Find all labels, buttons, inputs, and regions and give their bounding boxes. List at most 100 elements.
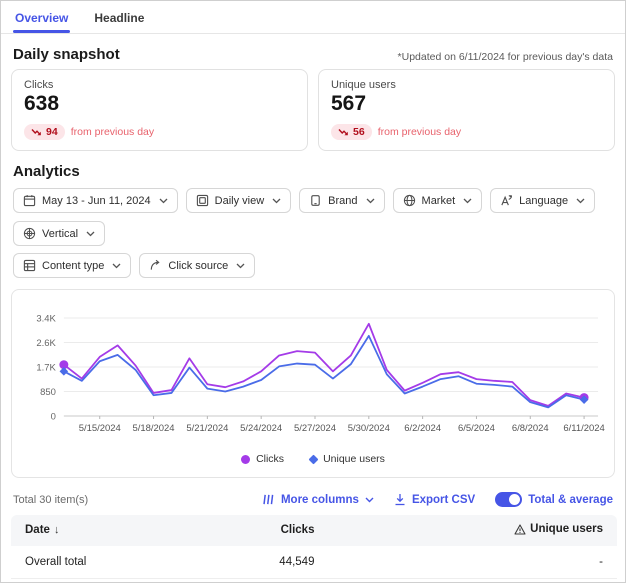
content-type-label: Content type (42, 260, 104, 272)
date-range-label: May 13 - Jun 11, 2024 (42, 195, 151, 207)
unique-users-delta-value: 56 (353, 126, 365, 138)
clicks-delta-suffix: from previous day (71, 126, 154, 138)
clicks-card-value: 638 (24, 92, 295, 116)
svg-text:3.4K: 3.4K (36, 313, 56, 324)
analytics-header: Analytics (1, 151, 625, 184)
svg-text:6/2/2024: 6/2/2024 (404, 423, 441, 434)
view-granularity-filter[interactable]: Daily view (186, 188, 292, 213)
content-type-icon (23, 259, 36, 272)
chevron-down-icon (366, 198, 375, 204)
total-items-text: Total 30 item(s) (13, 494, 88, 506)
market-icon (403, 194, 416, 207)
unique-users-card: Unique users 567 56 from previous day (318, 69, 615, 151)
calendar-icon (23, 194, 36, 207)
daily-view-label: Daily view (215, 195, 265, 207)
chevron-down-icon (86, 231, 95, 237)
unique-users-delta-badge: 56 (331, 124, 372, 140)
tab-headline[interactable]: Headline (94, 11, 144, 33)
chevron-down-icon (236, 263, 245, 269)
more-columns-label: More columns (281, 494, 359, 506)
click-source-filter[interactable]: Click source (139, 253, 255, 278)
column-header-clicks[interactable]: Clicks (176, 515, 441, 546)
dashboard-window: Overview Headline Daily snapshot *Update… (0, 0, 626, 583)
language-label: Language (519, 195, 568, 207)
total-average-label: Total & average (528, 494, 613, 506)
svg-text:2.6K: 2.6K (36, 338, 56, 349)
click-source-icon (149, 259, 162, 272)
analytics-chart-card: 08501.7K2.6K3.4K5/15/20245/18/20245/21/2… (11, 289, 615, 478)
language-filter[interactable]: Language (490, 188, 595, 213)
toggle-switch-icon[interactable] (495, 492, 522, 507)
sort-descending-icon: ↓ (54, 524, 60, 536)
column-header-unique-users[interactable]: Unique users (440, 515, 617, 546)
svg-text:5/30/2024: 5/30/2024 (348, 423, 390, 434)
chevron-down-icon (112, 263, 121, 269)
tabbar: Overview Headline (1, 1, 625, 34)
legend-unique-users-label: Unique users (323, 453, 385, 465)
svg-text:6/11/2024: 6/11/2024 (563, 423, 604, 434)
content-type-filter[interactable]: Content type (13, 253, 131, 278)
market-filter[interactable]: Market (393, 188, 483, 213)
svg-text:850: 850 (40, 387, 56, 398)
clicks-delta-value: 94 (46, 126, 58, 138)
total-average-toggle[interactable]: Total & average (495, 492, 613, 507)
chevron-down-icon (365, 497, 374, 503)
warning-triangle-icon (514, 524, 526, 535)
row-clicks-cell: 1,485 (176, 578, 441, 583)
row-clicks-cell: 44,549 (176, 546, 441, 579)
filter-row-2: Content type Click source (1, 246, 625, 278)
unique-users-card-value: 567 (331, 92, 602, 116)
vertical-icon (23, 227, 36, 240)
daily-snapshot-title: Daily snapshot (13, 46, 120, 63)
table-row-overall-total: Overall total 44,549 - (11, 546, 617, 579)
unique-users-column-label: Unique users (530, 523, 603, 535)
row-date-cell: Overall total (11, 546, 176, 579)
date-range-filter[interactable]: May 13 - Jun 11, 2024 (13, 188, 178, 213)
analytics-title: Analytics (13, 163, 80, 180)
language-icon (500, 194, 513, 207)
svg-text:1.7K: 1.7K (36, 362, 56, 373)
brand-filter[interactable]: Brand (299, 188, 384, 213)
more-columns-button[interactable]: More columns (262, 493, 374, 506)
column-header-date[interactable]: Date↓ (11, 515, 176, 546)
market-label: Market (422, 195, 456, 207)
analytics-table: Date↓ Clicks Unique users Overall total … (11, 515, 617, 583)
vertical-label: Vertical (42, 228, 78, 240)
daily-snapshot-header: Daily snapshot *Updated on 6/11/2024 for… (1, 34, 625, 69)
chart-legend: Clicks Unique users (18, 449, 608, 471)
legend-clicks[interactable]: Clicks (241, 453, 284, 465)
svg-text:0: 0 (51, 411, 56, 422)
tab-overview[interactable]: Overview (15, 11, 68, 33)
svg-text:5/21/2024: 5/21/2024 (186, 423, 228, 434)
snapshot-cards: Clicks 638 94 from previous day Unique u… (1, 69, 625, 151)
legend-clicks-label: Clicks (256, 453, 284, 465)
table-row-overall-average: Overall average 1,485 - (11, 578, 617, 583)
unique-users-card-label: Unique users (331, 79, 602, 91)
svg-text:5/24/2024: 5/24/2024 (240, 423, 282, 434)
export-csv-button[interactable]: Export CSV (394, 493, 475, 506)
clicks-delta-badge: 94 (24, 124, 65, 140)
download-icon (394, 493, 406, 506)
daily-view-icon (196, 194, 209, 207)
svg-text:5/27/2024: 5/27/2024 (294, 423, 336, 434)
chevron-down-icon (159, 198, 168, 204)
clicks-marker-icon (241, 455, 250, 464)
trend-down-icon (31, 128, 42, 137)
analytics-chart: 08501.7K2.6K3.4K5/15/20245/18/20245/21/2… (18, 304, 608, 444)
brand-label: Brand (328, 195, 357, 207)
export-csv-label: Export CSV (412, 494, 475, 506)
trend-down-icon (338, 128, 349, 137)
svg-text:6/8/2024: 6/8/2024 (512, 423, 549, 434)
clicks-column-label: Clicks (281, 524, 315, 536)
table-toolbar: Total 30 item(s) More columns Export CSV… (1, 478, 625, 515)
row-date-cell: Overall average (11, 578, 176, 583)
vertical-filter[interactable]: Vertical (13, 221, 105, 246)
chevron-down-icon (576, 198, 585, 204)
table-header-row: Date↓ Clicks Unique users (11, 515, 617, 546)
chevron-down-icon (272, 198, 281, 204)
legend-unique-users[interactable]: Unique users (310, 453, 385, 465)
chevron-down-icon (463, 198, 472, 204)
unique-users-delta-suffix: from previous day (378, 126, 461, 138)
click-source-label: Click source (168, 260, 228, 272)
unique-users-delta-row: 56 from previous day (331, 124, 602, 140)
